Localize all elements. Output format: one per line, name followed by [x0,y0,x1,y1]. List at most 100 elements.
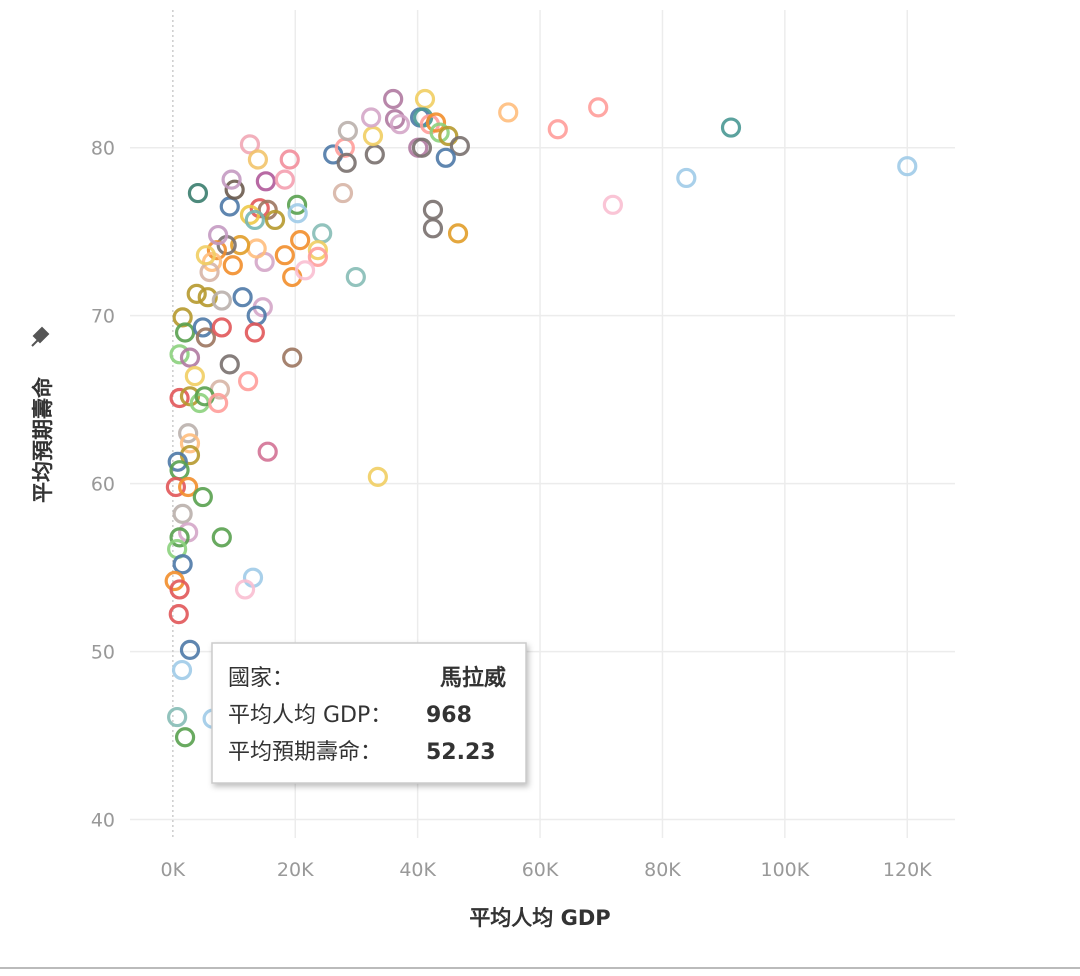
point [383,88,404,110]
x-tick-label: 120K [883,859,932,881]
point [361,107,382,128]
point [168,604,189,625]
point [167,706,188,728]
point [224,179,245,200]
point [332,182,354,204]
point [232,287,253,308]
point [290,229,311,251]
point [165,476,187,498]
point [195,245,216,266]
tooltip-label: 平均預期壽命： [228,740,382,765]
point [337,120,358,142]
point [206,240,228,261]
point [384,109,406,130]
point [171,659,193,681]
point [307,246,328,267]
point [239,134,261,155]
point [547,119,568,140]
point [602,194,623,215]
point [364,144,385,165]
point [178,423,199,444]
point [274,245,295,266]
point [362,125,384,147]
point [169,387,190,409]
point [211,527,232,548]
point [238,371,259,392]
tooltip-value: 968 [426,703,472,728]
point [336,152,357,173]
point [169,344,190,365]
point [498,102,519,123]
point [195,327,216,348]
point [211,290,232,311]
points [164,88,918,748]
point [244,209,265,231]
tooltip-label: 平均人均 GDP： [228,703,392,728]
point [239,204,261,226]
tooltip-value: 52.23 [426,740,496,765]
point [244,322,265,343]
point [169,527,190,548]
point [367,466,388,488]
x-tick-label: 20K [277,859,314,881]
tooltip-value: 馬拉威 [440,665,506,691]
point [449,135,470,157]
y-axis-title: 平均預期壽命 [31,376,55,503]
point [234,579,256,600]
point [294,260,316,281]
point [247,149,269,170]
tooltip-box [211,642,527,784]
point [345,266,366,288]
point [389,114,410,135]
point [221,169,242,190]
point [184,366,205,387]
x-axis-title: 平均人均 GDP [469,906,610,930]
point [208,392,229,414]
point [174,322,196,343]
point [174,727,196,748]
point [187,182,209,204]
point [172,503,193,524]
y-tick-label: 80 [91,138,115,160]
y-tick-label: 70 [91,306,115,328]
x-tick-label: 0K [161,859,186,881]
point [676,167,697,189]
y-tick-label: 40 [91,810,115,832]
x-tick-label: 40K [399,859,436,881]
point [422,218,444,239]
point [411,137,433,158]
point [169,579,190,600]
point [264,209,286,231]
point [192,317,213,338]
point [720,117,742,138]
point [186,283,207,304]
point [230,235,251,256]
point [178,476,199,498]
point [588,97,609,118]
point [197,287,218,308]
point [286,194,308,215]
x-tick-label: 60K [522,859,559,881]
point [414,88,436,110]
x-tick-label: 100K [760,859,809,881]
point [167,451,188,472]
point [255,171,276,192]
point [435,147,456,168]
point [287,203,308,224]
point [279,149,300,170]
tooltip-label: 國家： [228,666,294,691]
point [172,554,193,575]
pin-icon[interactable] [31,326,50,347]
point [222,255,243,276]
point [179,347,201,368]
y-tick-label: 50 [91,642,115,664]
point [257,441,278,462]
point [179,433,201,454]
point [211,317,232,338]
x-tick-label: 80K [644,859,681,881]
point [425,112,447,133]
point [447,223,469,244]
point [438,125,459,147]
